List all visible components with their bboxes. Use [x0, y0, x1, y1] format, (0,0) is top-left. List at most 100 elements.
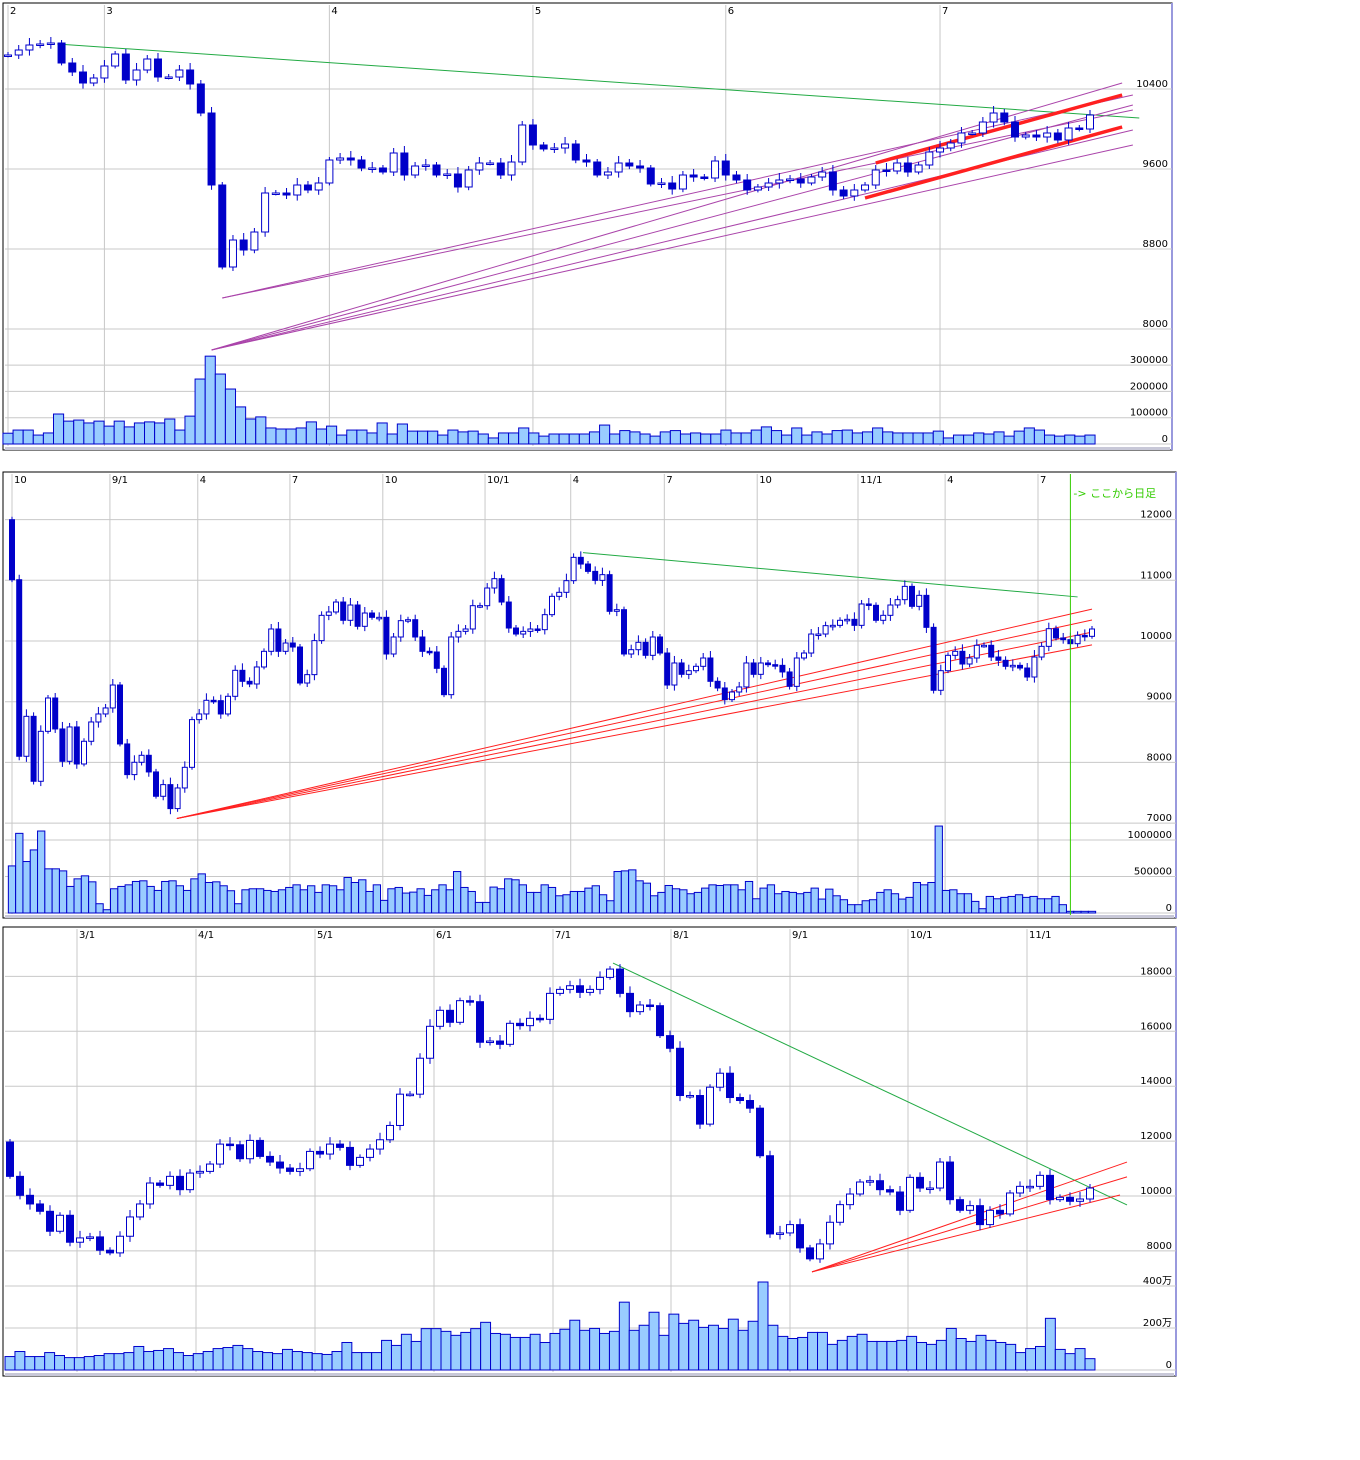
fan-trendline — [211, 82, 1123, 351]
bull-candle-body — [132, 69, 141, 81]
x-tick-label: 4 — [947, 475, 953, 486]
bull-candle-body — [914, 164, 923, 173]
candle — [556, 587, 563, 601]
volume-bar — [973, 432, 985, 445]
candle — [131, 755, 138, 781]
volume-bar — [73, 419, 85, 445]
volume-bar — [1054, 1348, 1066, 1371]
candle — [923, 588, 930, 633]
candle — [1064, 122, 1073, 145]
candle — [635, 635, 642, 656]
volume-bar — [32, 434, 44, 445]
resistance-trendline — [57, 43, 1140, 119]
volume-bar — [285, 886, 294, 914]
bull-candle-body — [389, 152, 398, 173]
volume-bar — [1084, 1358, 1096, 1371]
volume-bar — [164, 418, 176, 445]
candle — [153, 768, 159, 799]
bull-candle-body — [936, 1161, 944, 1189]
bull-candle-body — [206, 1163, 214, 1172]
volume-bar — [906, 1335, 918, 1371]
volume-bar — [836, 1339, 848, 1371]
bear-candle-body — [357, 159, 366, 169]
bull-candle-body — [563, 580, 570, 593]
bull-candle-body — [1064, 127, 1073, 141]
candle — [978, 117, 987, 137]
volume-bar — [1014, 894, 1024, 914]
volume-bar — [430, 1328, 442, 1371]
volume-bar — [66, 885, 75, 914]
bear-candle-body — [1011, 121, 1020, 138]
bull-candle-body — [232, 669, 239, 697]
bear-candle-body — [736, 1097, 744, 1102]
volume-bar — [496, 888, 506, 914]
candle — [914, 162, 923, 175]
bear-candle-body — [516, 1022, 524, 1027]
candle — [837, 617, 843, 628]
bull-candle-body — [477, 605, 483, 608]
x-tick-label: 4 — [331, 6, 337, 17]
bear-candle-body — [909, 585, 915, 607]
bull-candle-body — [475, 162, 484, 171]
bull-candle-body — [325, 159, 334, 184]
candle — [926, 1181, 934, 1194]
candle — [293, 178, 302, 201]
bull-candle-body — [946, 142, 955, 149]
volume-bar — [730, 432, 742, 445]
candle — [507, 155, 516, 181]
resistance-trendline — [612, 962, 1128, 1206]
volume-bar — [1015, 1352, 1027, 1371]
candle — [405, 616, 411, 624]
volume-bar — [307, 885, 316, 914]
candle — [571, 140, 580, 164]
candle — [174, 783, 181, 812]
y-tick-label: 18000 — [1140, 966, 1172, 977]
volume-bar — [866, 1340, 878, 1371]
bear-candle-body — [721, 160, 730, 176]
candle — [1009, 659, 1016, 672]
candle — [516, 1018, 524, 1030]
candle — [86, 1232, 94, 1242]
candle — [186, 63, 195, 90]
candle — [1016, 1181, 1024, 1197]
candle — [513, 625, 519, 637]
bull-candle-body — [443, 173, 452, 176]
volume-bar — [811, 431, 823, 445]
volume-bar — [658, 1334, 670, 1371]
candle — [146, 1177, 154, 1209]
volume-bar — [774, 893, 783, 914]
bear-candle-body — [616, 968, 624, 994]
bear-candle-body — [886, 1189, 894, 1193]
candle — [1038, 642, 1045, 661]
volume-bar — [457, 431, 469, 445]
bull-candle-body — [131, 761, 138, 776]
volume-bar — [839, 899, 849, 914]
volume-bar — [698, 1326, 710, 1371]
volume-bar — [103, 425, 115, 445]
candle — [189, 716, 195, 770]
volume-bar — [182, 1355, 194, 1371]
candle — [801, 650, 807, 661]
candle — [81, 738, 87, 767]
volume-bar — [905, 896, 914, 914]
candle — [636, 160, 645, 173]
bull-candle-body — [635, 641, 642, 651]
volume-bar — [328, 885, 338, 914]
candle — [95, 706, 102, 728]
candle — [973, 639, 980, 663]
bull-candle-body — [45, 697, 51, 732]
candle — [829, 619, 836, 631]
x-tick-label: 10 — [14, 475, 27, 486]
volume-bar — [511, 879, 520, 914]
volume-tick-label: 400万 — [1143, 1276, 1172, 1287]
bear-candle-body — [46, 1210, 54, 1232]
candle — [186, 1169, 194, 1193]
chart-panel-2: 10 9/1 4 7 10 10/1 4 7 10 11/1 4 7 12000 11000 10000 90… — [2, 471, 1177, 919]
bear-candle-body — [779, 664, 786, 673]
volume-bar — [163, 1348, 174, 1371]
volume-bar — [73, 878, 82, 914]
candle — [995, 650, 1002, 666]
bear-candle-body — [145, 754, 152, 773]
candle — [66, 722, 73, 765]
bear-candle-body — [167, 784, 174, 810]
